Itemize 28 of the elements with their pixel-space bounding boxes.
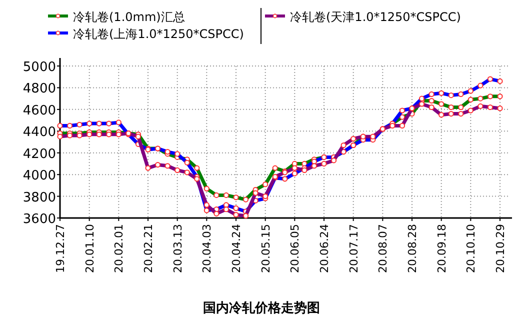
x-tick-label: 20.06.05	[288, 224, 302, 273]
x-tick-label: 20.06.24	[318, 224, 331, 273]
x-tick-label: 20.08.28	[406, 224, 419, 273]
x-tick-label: 20.10.10	[464, 224, 478, 273]
legend-label: 冷轧卷(1.0mm)汇总	[73, 10, 185, 24]
x-tick-label: 20.09.18	[435, 224, 448, 273]
x-tick-label: 20.10.29	[494, 224, 507, 273]
text: 国内冷轧价格走势图	[203, 300, 320, 316]
x-tick-label: 20.04.24	[230, 224, 243, 273]
x-tick-label: 20.03.13	[171, 224, 184, 273]
x-tick-label: 19.12.27	[54, 224, 67, 273]
legend-label: 冷轧卷(天津1.0*1250*CSPCC)	[290, 10, 461, 24]
y-tick-label: 3800	[22, 190, 56, 206]
y-tick-label: 3600	[22, 212, 56, 227]
x-tick-label: 20.05.15	[259, 224, 272, 273]
x-tick-label: 20.01.10	[83, 224, 96, 273]
x-tick-label: 20.07.17	[347, 224, 360, 273]
y-tick-label: 5000	[22, 60, 56, 75]
y-tick-label: 4200	[22, 146, 56, 162]
y-tick-label: 4800	[22, 82, 56, 97]
y-tick-label: 4600	[22, 103, 56, 118]
x-tick-label: 20.02.21	[142, 224, 155, 273]
x-tick-label: 20.08.07	[376, 224, 390, 273]
y-tick-label: 4000	[22, 168, 56, 184]
x-tick-label: 20.02.01	[112, 224, 126, 273]
x-tick-label: 20.04.03	[200, 224, 214, 273]
legend-label: 冷轧卷(上海1.0*1250*CSPCC)	[73, 27, 244, 41]
y-tick-label: 4400	[22, 125, 56, 140]
